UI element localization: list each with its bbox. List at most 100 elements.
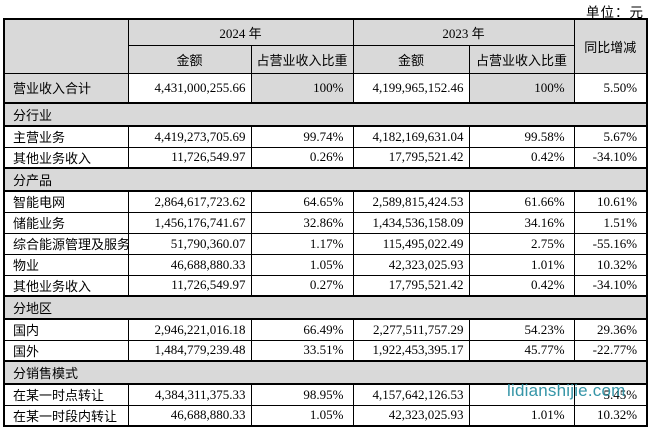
- amount-2024-cell: 2,946,221,016.18: [127, 318, 252, 341]
- amount-2024-cell: 51,790,360.07: [127, 232, 252, 255]
- ratio-2024-cell: 32.86%: [250, 211, 354, 234]
- table-row: 智能电网 2,864,617,723.62 64.65% 2,589,815,424.…: [3, 190, 648, 213]
- row-label-cell: 储能业务: [3, 211, 129, 234]
- row-label-cell: 主营业务: [3, 125, 129, 148]
- row-label-cell: 营业收入合计: [3, 72, 129, 104]
- yoy-cell: 5.45%: [573, 383, 648, 406]
- ratio-2023-header: 占营业收入比重: [468, 44, 575, 74]
- table-row: 物业 46,688,880.33 1.05% 42,323,025.93 1.01% 10…: [3, 253, 648, 276]
- revenue-breakdown-table: 2024 年 2023 年 同比增减 金额 占营业收入比重 金额 占营业收入比重…: [3, 18, 649, 427]
- ratio-2024-header: 占营业收入比重: [250, 44, 354, 74]
- ratio-2024-cell: 33.51%: [250, 339, 354, 362]
- table-header: 2024 年 2023 年 同比增减 金额 占营业收入比重 金额 占营业收入比重: [3, 18, 648, 74]
- table-row: 在某一时段内转让 46,688,880.33 1.05% 42,323,025.93 1…: [3, 404, 648, 427]
- ratio-2024-cell: 64.65%: [250, 190, 354, 213]
- amount-2023-cell: 4,157,642,126.53: [352, 383, 470, 406]
- header-row-measures: 金额 占营业收入比重 金额 占营业收入比重: [4, 44, 647, 74]
- year-2024-header: 2024 年: [127, 18, 354, 46]
- row-label-cell: 综合能源管理及服务: [3, 232, 129, 255]
- ratio-2024-cell: 1.17%: [250, 232, 354, 255]
- table-row: 国内 2,946,221,016.18 66.49% 2,277,511,757.29…: [3, 318, 648, 341]
- table-row: 储能业务 1,456,176,741.67 32.86% 1,434,536,158.…: [3, 211, 648, 234]
- section-label: 分产品: [3, 167, 648, 192]
- section-row: 分行业: [3, 102, 648, 127]
- yoy-cell: -34.10%: [573, 146, 648, 169]
- ratio-2024-cell: 0.26%: [250, 146, 354, 169]
- ratio-2023-cell: 0.42%: [468, 146, 575, 169]
- yoy-cell: 10.32%: [573, 253, 648, 276]
- ratio-2023-cell: 61.66%: [468, 190, 575, 213]
- ratio-2023-cell: 100%: [468, 72, 575, 104]
- amount-2024-cell: 11,726,549.97: [127, 274, 252, 297]
- amount-2024-cell: 11,726,549.97: [127, 146, 252, 169]
- row-label-cell: 国内: [3, 318, 129, 341]
- yoy-cell: 10.32%: [573, 404, 648, 427]
- header-row-years: 2024 年 2023 年 同比增减: [3, 18, 648, 74]
- revenue-table-body: 营业收入合计 4,431,000,255.66 100% 4,199,965,152.…: [3, 72, 648, 427]
- ratio-2023-cell: 1.01%: [468, 404, 575, 427]
- amount-2023-cell: 42,323,025.93: [352, 253, 470, 276]
- section-label: 分地区: [3, 295, 648, 320]
- ratio-2024-cell: 100%: [250, 72, 354, 104]
- amount-2024-cell: 4,419,273,705.69: [127, 125, 252, 148]
- yoy-cell: 1.51%: [573, 211, 648, 234]
- yoy-cell: -22.77%: [573, 339, 648, 362]
- amount-2023-cell: 115,495,022.49: [352, 232, 470, 255]
- ratio-2024-cell: 99.74%: [250, 125, 354, 148]
- table-row: 主营业务 4,419,273,705.69 99.74% 4,182,169,631.…: [3, 125, 648, 148]
- amount-2023-cell: 4,199,965,152.46: [352, 72, 470, 104]
- amount-2023-cell: 2,277,511,757.29: [352, 318, 470, 341]
- amount-2023-cell: 17,795,521.42: [352, 146, 470, 169]
- ratio-2023-cell: 0.42%: [468, 274, 575, 297]
- row-label-cell: 其他业务收入: [3, 274, 129, 297]
- table-row: 其他业务收入 11,726,549.97 0.26% 17,795,521.42 0.4…: [3, 146, 648, 169]
- year-2023-header: 2023 年: [352, 18, 575, 46]
- amount-2024-cell: 1,456,176,741.67: [127, 211, 252, 234]
- yoy-cell: 5.67%: [573, 125, 648, 148]
- row-label-cell: 智能电网: [3, 190, 129, 213]
- ratio-2024-cell: 1.05%: [250, 253, 354, 276]
- amount-2023-cell: 4,182,169,631.04: [352, 125, 470, 148]
- amount-2023-cell: 17,795,521.42: [352, 274, 470, 297]
- row-label-cell: 物业: [3, 253, 129, 276]
- amount-2024-cell: 4,431,000,255.66: [127, 72, 252, 104]
- corner-cell: [3, 18, 129, 74]
- yoy-header: 同比增减: [573, 18, 648, 74]
- yoy-cell: 29.36%: [573, 318, 648, 341]
- ratio-2023-cell: 45.77%: [468, 339, 575, 362]
- section-row: 分销售模式: [3, 360, 648, 385]
- amount-2024-cell: 4,384,311,375.33: [127, 383, 252, 406]
- unit-label: 单位：元: [586, 5, 644, 20]
- ratio-2023-cell: 1.01%: [468, 253, 575, 276]
- amount-2024-cell: 46,688,880.33: [127, 404, 252, 427]
- row-label-cell: 在某一时点转让: [3, 383, 129, 406]
- amount-2023-cell: 1,922,453,395.17: [352, 339, 470, 362]
- ratio-2023-cell: 99.58%: [468, 125, 575, 148]
- amount-2024-cell: 46,688,880.33: [127, 253, 252, 276]
- ratio-2024-cell: 0.27%: [250, 274, 354, 297]
- amount-2023-header: 金额: [352, 44, 470, 74]
- yoy-cell: -55.16%: [573, 232, 648, 255]
- amount-2024-header: 金额: [127, 44, 252, 74]
- row-label-cell: 在某一时段内转让: [3, 404, 129, 427]
- table-row: 综合能源管理及服务 51,790,360.07 1.17% 115,495,022.4…: [3, 232, 648, 255]
- ratio-2023-cell: 34.16%: [468, 211, 575, 234]
- amount-2024-cell: 1,484,779,239.48: [127, 339, 252, 362]
- yoy-cell: 10.61%: [573, 190, 648, 213]
- table-row: 国外 1,484,779,239.48 33.51% 1,922,453,395.17…: [3, 339, 648, 362]
- table-row: 其他业务收入 11,726,549.97 0.27% 17,795,521.42 0.4…: [3, 274, 648, 297]
- ratio-2024-cell: 1.05%: [250, 404, 354, 427]
- ratio-2024-cell: 66.49%: [250, 318, 354, 341]
- section-label: 分销售模式: [3, 360, 648, 385]
- section-label: 分行业: [3, 102, 648, 127]
- section-row: 分产品: [3, 167, 648, 192]
- ratio-2023-cell: 54.23%: [468, 318, 575, 341]
- ratio-2023-cell: 2.75%: [468, 232, 575, 255]
- amount-2024-cell: 2,864,617,723.62: [127, 190, 252, 213]
- section-row: 分地区: [3, 295, 648, 320]
- amount-2023-cell: 42,323,025.93: [352, 404, 470, 427]
- watermark: lidianshijie.com: [507, 381, 626, 400]
- row-label-cell: 其他业务收入: [3, 146, 129, 169]
- ratio-2024-cell: 98.95%: [250, 383, 354, 406]
- table-row: 营业收入合计 4,431,000,255.66 100% 4,199,965,152.…: [3, 72, 648, 104]
